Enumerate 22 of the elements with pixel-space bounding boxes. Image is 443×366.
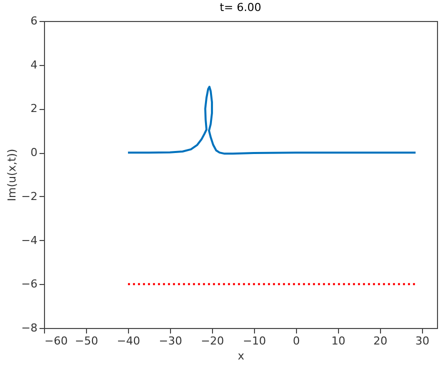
x-axis-title: x <box>238 350 245 362</box>
y-tick-label: −4 <box>21 234 38 247</box>
x-tick-label: −20 <box>200 334 224 348</box>
x-tick-label: 30 <box>415 334 430 348</box>
y-tick-label: 4 <box>30 58 38 72</box>
x-tick-label: −10 <box>242 334 266 348</box>
x-tick-label: 20 <box>373 334 388 348</box>
x-tick-label: 10 <box>331 334 346 348</box>
y-tick-label: 0 <box>30 146 38 160</box>
y-tick-label: −8 <box>21 322 38 334</box>
y-tick-label: 6 <box>30 14 38 28</box>
y-tick-label: −2 <box>21 190 38 203</box>
y-tick-label: 2 <box>30 102 38 116</box>
x-tick-label: −30 <box>158 334 182 348</box>
chart-title: t= 6.00 <box>220 1 262 14</box>
line-series <box>126 86 417 155</box>
x-tick-label: 0 <box>292 334 300 348</box>
x-tick-label: −40 <box>116 334 140 348</box>
x-tick-label: −60 <box>44 334 68 348</box>
x-tick-label: −50 <box>74 334 98 348</box>
y-axis-title: Im(u(x,t)) <box>5 148 18 202</box>
y-tick-label: −6 <box>21 278 38 291</box>
